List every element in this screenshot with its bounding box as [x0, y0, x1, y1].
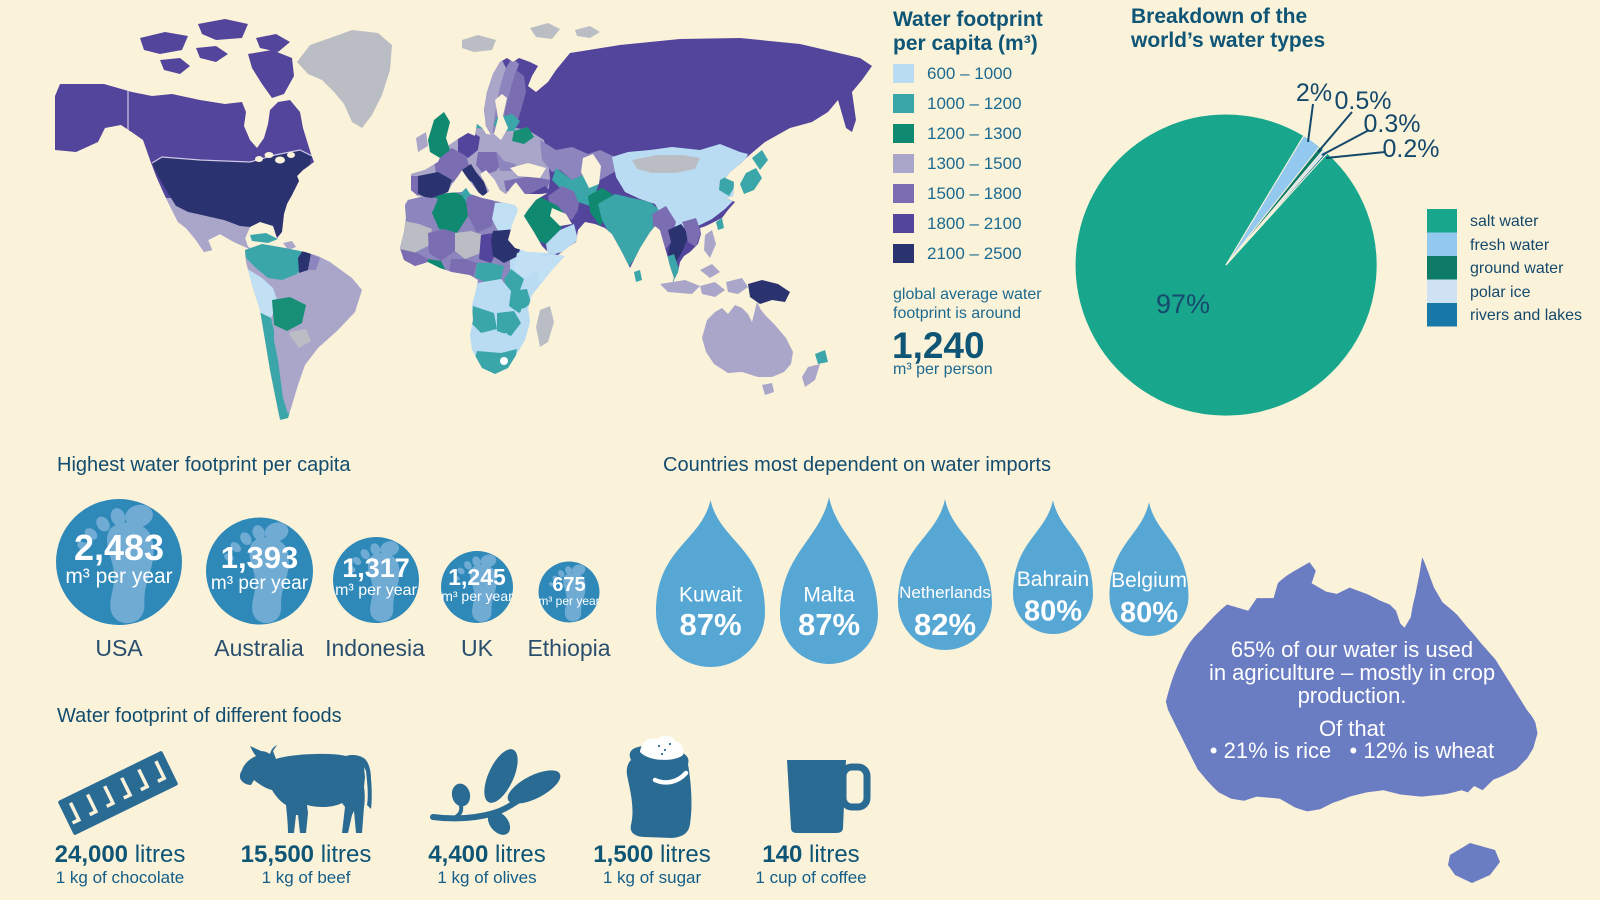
svg-text:rivers and lakes: rivers and lakes — [1470, 307, 1582, 324]
svg-text:Kuwait: Kuwait — [679, 584, 742, 607]
svg-text:0.5%: 0.5% — [1335, 87, 1392, 115]
svg-text:m³ per year: m³ per year — [441, 588, 513, 604]
svg-text:Indonesia: Indonesia — [325, 635, 425, 661]
svg-text:m³ per year: m³ per year — [65, 565, 172, 588]
svg-text:80%: 80% — [1024, 596, 1082, 628]
svg-text:Malta: Malta — [803, 584, 855, 607]
svg-text:65% of our water is used: 65% of our water is used — [1231, 637, 1473, 662]
svg-text:2%: 2% — [1296, 80, 1332, 107]
svg-text:Australia: Australia — [214, 635, 304, 661]
svg-text:m³ per year: m³ per year — [211, 573, 309, 594]
svg-text:m³ per year: m³ per year — [538, 594, 599, 608]
svg-text:UK: UK — [461, 635, 494, 661]
svg-text:80%: 80% — [1120, 597, 1178, 629]
svg-text:87%: 87% — [798, 607, 860, 642]
svg-text:87%: 87% — [679, 607, 741, 642]
svg-text:97%: 97% — [1156, 289, 1210, 319]
svg-text:USA: USA — [95, 635, 143, 661]
svg-text:Bahrain: Bahrain — [1017, 568, 1089, 591]
svg-text:0.3%: 0.3% — [1364, 110, 1421, 138]
svg-text:• 21% is rice • 12% is wheat: • 21% is rice • 12% is wheat — [1210, 738, 1494, 763]
svg-text:in agriculture – mostly in cro: in agriculture – mostly in crop — [1209, 660, 1495, 685]
svg-text:0.2%: 0.2% — [1383, 135, 1440, 163]
svg-text:1,245: 1,245 — [448, 564, 506, 590]
svg-text:1,393: 1,393 — [221, 540, 299, 575]
svg-text:production.: production. — [1298, 683, 1407, 708]
svg-text:1,317: 1,317 — [342, 553, 410, 583]
svg-text:Ethiopia: Ethiopia — [527, 635, 610, 661]
svg-text:Of that: Of that — [1319, 716, 1385, 741]
svg-text:2,483: 2,483 — [74, 527, 164, 568]
svg-text:675: 675 — [552, 574, 585, 596]
svg-text:Belgium: Belgium — [1111, 569, 1187, 592]
svg-text:polar ice: polar ice — [1470, 284, 1531, 301]
svg-text:82%: 82% — [914, 607, 976, 642]
svg-text:Netherlands: Netherlands — [899, 583, 991, 602]
svg-text:salt water: salt water — [1470, 213, 1539, 230]
svg-text:m³ per year: m³ per year — [335, 582, 417, 599]
svg-text:fresh water: fresh water — [1470, 237, 1550, 254]
svg-text:ground water: ground water — [1470, 260, 1564, 277]
